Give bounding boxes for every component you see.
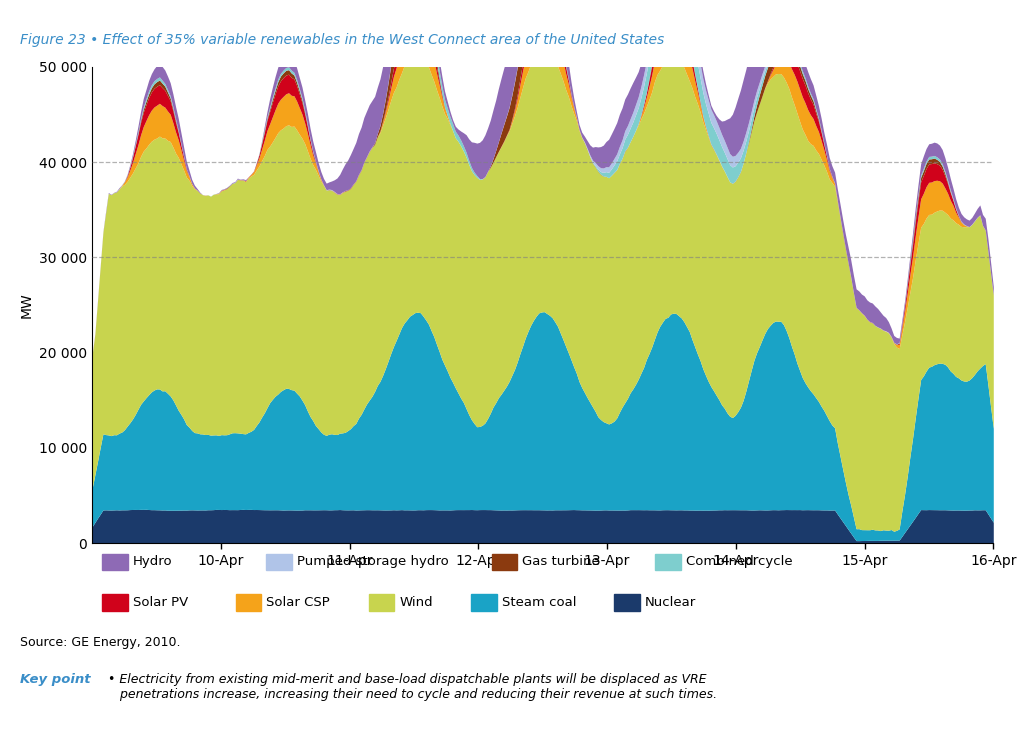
Text: Wind: Wind	[399, 596, 433, 609]
Text: Gas turbine: Gas turbine	[522, 555, 600, 568]
Text: Nuclear: Nuclear	[645, 596, 696, 609]
Text: Figure 23 • Effect of 35% variable renewables in the West Connect area of the Un: Figure 23 • Effect of 35% variable renew…	[20, 33, 665, 48]
Text: • Electricity from existing mid-merit and base-load dispatchable plants will be : • Electricity from existing mid-merit an…	[108, 673, 717, 702]
Text: Hydro: Hydro	[133, 555, 173, 568]
Text: Solar CSP: Solar CSP	[266, 596, 330, 609]
Text: Key point: Key point	[20, 673, 91, 686]
Text: Steam coal: Steam coal	[502, 596, 577, 609]
Text: Source: GE Energy, 2010.: Source: GE Energy, 2010.	[20, 636, 181, 649]
Y-axis label: MW: MW	[19, 292, 34, 318]
Text: Combined cycle: Combined cycle	[686, 555, 793, 568]
Text: Solar PV: Solar PV	[133, 596, 188, 609]
Text: Pumped storage hydro: Pumped storage hydro	[297, 555, 449, 568]
